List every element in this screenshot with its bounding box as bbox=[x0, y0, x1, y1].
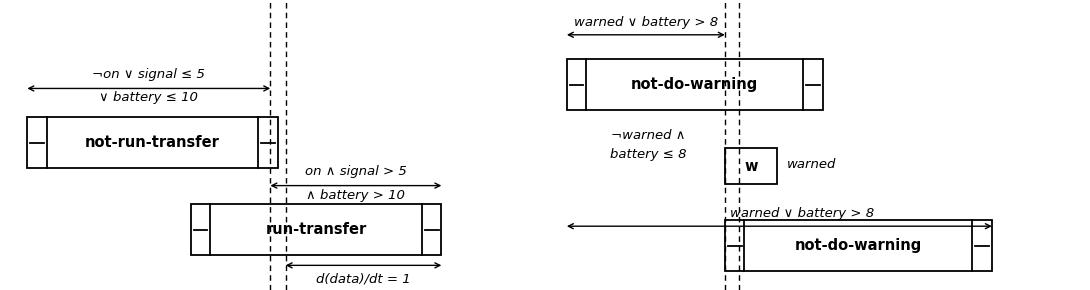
Text: battery ≤ 8: battery ≤ 8 bbox=[610, 148, 687, 161]
Text: warned: warned bbox=[787, 158, 836, 171]
Text: warned ∨ battery > 8: warned ∨ battery > 8 bbox=[730, 207, 874, 220]
Text: ∧ battery > 10: ∧ battery > 10 bbox=[306, 188, 405, 202]
Text: ¬on ∨ signal ≤ 5: ¬on ∨ signal ≤ 5 bbox=[93, 68, 205, 81]
Text: ∨ battery ≤ 10: ∨ battery ≤ 10 bbox=[99, 91, 198, 104]
Polygon shape bbox=[27, 117, 278, 168]
Text: warned ∨ battery > 8: warned ∨ battery > 8 bbox=[573, 16, 718, 29]
Polygon shape bbox=[725, 148, 777, 184]
Polygon shape bbox=[725, 220, 992, 271]
Text: not-do-warning: not-do-warning bbox=[631, 77, 759, 92]
Text: d(data)/dt = 1: d(data)/dt = 1 bbox=[316, 273, 411, 286]
Text: w: w bbox=[744, 159, 758, 173]
Polygon shape bbox=[191, 204, 441, 255]
Text: ¬warned ∧: ¬warned ∧ bbox=[611, 129, 686, 142]
Polygon shape bbox=[567, 59, 823, 110]
Text: not-run-transfer: not-run-transfer bbox=[85, 135, 220, 150]
Text: run-transfer: run-transfer bbox=[266, 222, 366, 237]
Text: on ∧ signal > 5: on ∧ signal > 5 bbox=[305, 165, 407, 178]
Text: not-do-warning: not-do-warning bbox=[795, 238, 922, 253]
